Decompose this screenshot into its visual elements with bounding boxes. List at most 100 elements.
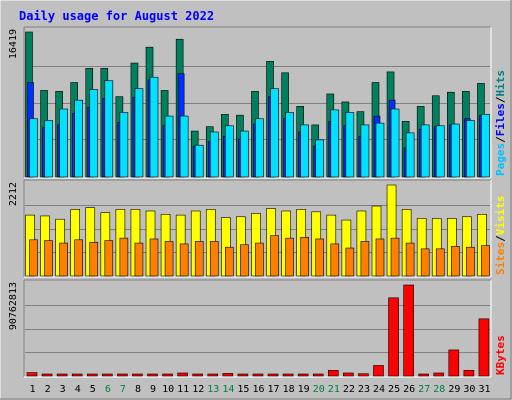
pages-bar-day-17 [270,88,279,178]
kbytes-bar-day-30 [463,370,475,377]
kbytes-bar-day-2 [41,373,53,377]
pages-bar-day-15 [240,130,249,178]
sites-bar-day-14 [225,246,234,277]
pages-bar-day-11 [179,115,189,178]
kbytes-bar-day-26 [403,284,414,377]
kbytes-bar-day-27 [418,373,429,377]
sites-bar-day-15 [240,244,249,277]
sites-bar-day-7 [119,237,129,277]
sites-bar-day-8 [134,242,144,277]
pages-bar-day-26 [405,132,415,178]
kbytes-plot-area [24,280,491,377]
hits-files-pages-legend-separator-1: / [494,136,507,143]
x-tick-label-day-3: 3 [60,384,66,395]
legend-files: Files [494,103,507,136]
kbytes-max-label: 90762813 [8,282,19,330]
legend-visits: Visits [494,196,507,236]
pages-bar-day-9 [149,76,159,178]
x-tick-label-day-28: 28 [433,384,445,395]
kbytes-bar-day-22 [343,372,354,377]
kbytes-bar-day-24 [373,365,384,377]
chart-title: Daily usage for August 2022 [19,9,214,23]
visits-sites-legend: Sites/Visits [494,196,507,276]
kbytes-bar-day-29 [448,349,460,377]
x-tick-label-day-12: 12 [192,384,204,395]
sites-bar-day-21 [330,243,340,277]
pages-bar-day-22 [345,112,355,178]
pages-bar-day-7 [119,112,129,178]
pages-bar-day-3 [59,108,68,178]
x-tick-label-day-10: 10 [162,384,174,395]
x-tick-label-day-16: 16 [252,384,264,395]
sites-bar-day-18 [285,237,294,277]
sites-bar-day-30 [466,246,475,277]
sites-bar-day-16 [255,242,264,277]
x-tick-label-day-25: 25 [388,384,400,395]
kbytes-bar-day-23 [358,373,369,377]
kbytes-bar-day-13 [207,373,219,377]
pages-bar-day-27 [420,124,430,178]
x-tick-label-day-6: 6 [105,384,111,395]
x-tick-label-day-7: 7 [120,384,126,395]
pages-bar-day-12 [194,144,204,178]
hits-files-pages-legend-separator-2: / [494,96,507,103]
kbytes-bar-day-8 [132,373,143,377]
x-tick-label-day-21: 21 [328,384,340,395]
sites-bar-day-9 [149,238,159,277]
sites-bar-day-12 [194,241,204,277]
legend-sites: Sites [494,242,507,275]
kbytes-bar-day-10 [162,373,173,377]
pages-bar-day-31 [481,113,490,178]
pages-bar-day-1 [29,118,38,178]
kbytes-bar-day-12 [192,373,204,377]
sites-bar-day-2 [44,240,53,277]
kbytes-bar-day-3 [56,373,68,377]
x-tick-label-day-4: 4 [75,384,81,395]
x-tick-label-day-15: 15 [237,384,249,395]
pages-bar-day-21 [330,109,340,178]
x-tick-label-day-8: 8 [135,384,141,395]
pages-bar-day-16 [255,118,264,178]
pages-bar-day-29 [451,123,460,178]
visits-sites-panel: 2212 Sites/Visits [8,179,507,278]
sites-bar-day-1 [29,239,38,277]
sites-bar-day-26 [405,242,415,277]
x-axis-labels: 1 2 3 4 5 6 7 8 9 10 11 12 13 14 15 16 17 18 19 20 21 22 23 24 2… [30,384,491,395]
pages-bar-day-8 [134,88,144,178]
x-tick-label-day-18: 18 [283,384,295,395]
hits-files-pages-legend: Pages/Files/Hits [494,70,507,176]
pages-bar-day-4 [74,99,83,178]
sites-bar-day-17 [270,235,279,277]
x-tick-label-day-22: 22 [343,384,355,395]
kbytes-bar-day-6 [102,373,113,377]
sites-bar-day-22 [345,247,355,277]
sites-bar-day-11 [179,243,189,277]
kbytes-bar-day-17 [267,373,279,377]
x-tick-label-day-19: 19 [298,384,310,395]
sites-bar-day-6 [104,240,114,277]
kbytes-panel: 90762813 KBytes [8,279,507,378]
kbytes-bar-day-28 [433,372,445,377]
pages-bar-day-23 [360,124,370,178]
x-tick-label-day-27: 27 [418,384,430,395]
kbytes-bar-day-20 [312,373,324,377]
pages-bar-day-25 [390,108,400,178]
kbytes-bar-day-25 [388,297,399,377]
sites-bar-day-31 [481,245,490,277]
kbytes-bar-day-21 [327,370,339,377]
sites-bar-day-23 [360,241,370,277]
x-tick-label-day-31: 31 [478,384,490,395]
sites-bar-day-5 [89,241,99,277]
kbytes-legend-text: KBytes [494,335,507,375]
kbytes-bar-day-19 [297,373,309,377]
legend-pages: Pages [494,143,507,176]
sites-bar-day-24 [375,238,385,277]
legend-hits: Hits [494,70,507,97]
chart-panels: 16419Pages/Files/Hits2212Sites/Visits907… [8,26,507,378]
pages-bar-day-18 [285,112,294,178]
pages-bar-day-20 [315,139,325,178]
sites-bar-day-20 [315,238,325,277]
visits-max-label: 2212 [8,182,19,206]
pages-bar-day-6 [104,80,114,178]
